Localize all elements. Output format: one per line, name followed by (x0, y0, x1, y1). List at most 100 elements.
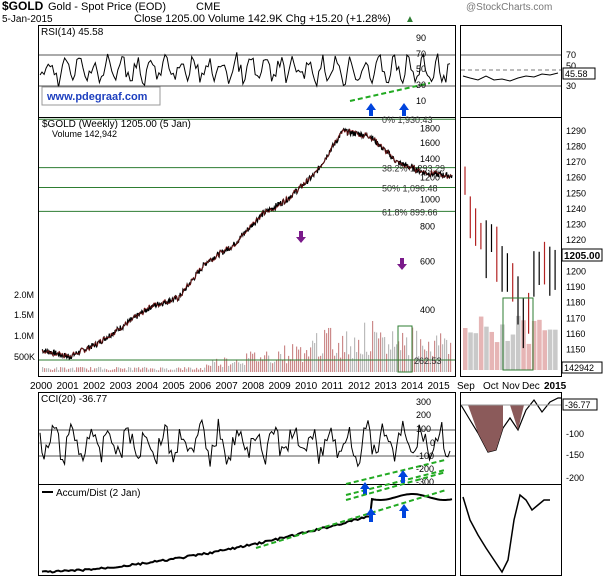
site-label[interactable]: www.pdegraaf.com (46, 91, 148, 103)
header-date: 5-Jan-2015 (2, 14, 53, 25)
volume-bar (436, 335, 438, 372)
rsi-zoom-tick-50: 50 (566, 61, 576, 71)
cci-tick-200: 200 (416, 410, 431, 420)
volume-bar (442, 344, 444, 372)
volume-bar (108, 370, 110, 372)
rsi-zoom-frame (460, 25, 562, 118)
volume-bar (376, 332, 378, 372)
volume-bar (122, 368, 124, 372)
volume-bar (218, 365, 220, 372)
volume-bar (356, 352, 358, 372)
cci-tick-300: 300 (416, 397, 431, 407)
volume-bar (170, 369, 172, 372)
zoom-volume-bar (473, 333, 479, 370)
volume-bar (238, 362, 240, 372)
volume-bar (364, 322, 366, 372)
fib-label: 0% 1,930.43 (382, 115, 433, 125)
zoom-highlight-box (502, 297, 534, 371)
volume-bar (106, 369, 108, 372)
volume-bars (42, 321, 452, 372)
volume-bar (96, 368, 98, 372)
volume-bar (54, 368, 56, 372)
volume-bar (386, 353, 388, 372)
volume-bar (224, 357, 226, 372)
ad-zoom-line (462, 493, 550, 574)
zoom-volume-bar (484, 326, 489, 370)
volume-bar (188, 367, 190, 372)
zoom-volume: 142942 (564, 363, 594, 373)
volume-bar (240, 363, 242, 372)
cci-zoom-fill-1 (468, 405, 503, 452)
volume-bar (60, 367, 62, 372)
volume-bar (66, 369, 68, 372)
volume-bar (432, 355, 434, 372)
watermark: @StockCharts.com (466, 2, 552, 13)
volume-bar (294, 360, 296, 372)
volume-bar (326, 333, 328, 372)
volume-bar (296, 346, 298, 372)
ad-arrow-1-icon (366, 508, 376, 522)
fib-label: 61.8% 899.66 (382, 207, 438, 217)
price-tick: 1600 (420, 138, 440, 148)
rsi-zoom-line (462, 72, 559, 82)
vol-tick-1-5m: 1.5M (14, 310, 34, 320)
exchange: CME (196, 1, 220, 13)
volume-bar (446, 339, 448, 372)
x-label: 2012 (348, 381, 371, 392)
volume-bar (90, 367, 92, 372)
volume-bar (360, 353, 362, 372)
volume-bar (318, 356, 320, 372)
zoom-price-tick: 1230 (566, 220, 586, 230)
volume-bar (174, 369, 176, 372)
zoom-volume-bar (468, 332, 473, 370)
rsi-tick-30: 30 (416, 80, 426, 90)
volume-bar (128, 367, 130, 372)
volume-bar (192, 369, 194, 372)
volume-bar (212, 360, 214, 372)
zoom-price-tick: 1180 (566, 298, 585, 308)
rsi-panel: RSI(14) 45.58 90 70 50 30 10 www.pdegraa… (39, 27, 596, 116)
volume-bar (64, 367, 66, 372)
volume-bar (362, 354, 364, 372)
volume-bar (282, 360, 284, 372)
zoom-price-tick: 1200 (566, 266, 586, 276)
x-label: 2010 (295, 381, 318, 392)
vol-tick-1m: 1.0M (14, 331, 34, 341)
cci-trendline-upper (345, 469, 446, 496)
volume-bar (196, 367, 198, 372)
zoom-price-tick: 1270 (566, 157, 586, 167)
volume-bar (342, 335, 344, 372)
rsi-value-badge (562, 67, 596, 80)
volume-bar (270, 362, 272, 372)
volume-bar (314, 343, 316, 372)
volume-bar (98, 366, 100, 372)
volume-bar (438, 345, 440, 372)
cci-value: -36.77 (565, 400, 591, 410)
volume-bar (222, 366, 224, 372)
zoom-price-axis: 1290128012701260125012401230122012101200… (566, 126, 586, 370)
volume-bar (114, 369, 116, 372)
volume-bar (184, 367, 186, 372)
volume-bar (280, 354, 282, 372)
volume-bar (230, 364, 232, 372)
volume-bar (258, 361, 260, 372)
volume-bar (390, 349, 392, 372)
x-label: 2015 (428, 381, 451, 392)
zoom-x-nov: Nov (502, 381, 520, 392)
volume-bar (324, 329, 326, 372)
volume-bar (206, 364, 208, 372)
rsi-tick-50: 50 (416, 64, 426, 74)
volume-bar (138, 367, 140, 372)
volume-bar (316, 333, 318, 372)
volume-bar (200, 368, 202, 372)
zoom-volume-bar (510, 334, 516, 370)
zoom-volume-bar (531, 320, 537, 370)
zoom-x-oct: Oct (483, 381, 499, 392)
volume-bar (254, 352, 256, 372)
rsi-label: RSI(14) 45.58 (41, 27, 104, 38)
volume-bar (372, 321, 374, 372)
volume-bar (430, 351, 432, 372)
volume-bar (338, 342, 340, 372)
volume-bar (394, 346, 396, 372)
volume-bar (150, 368, 152, 372)
